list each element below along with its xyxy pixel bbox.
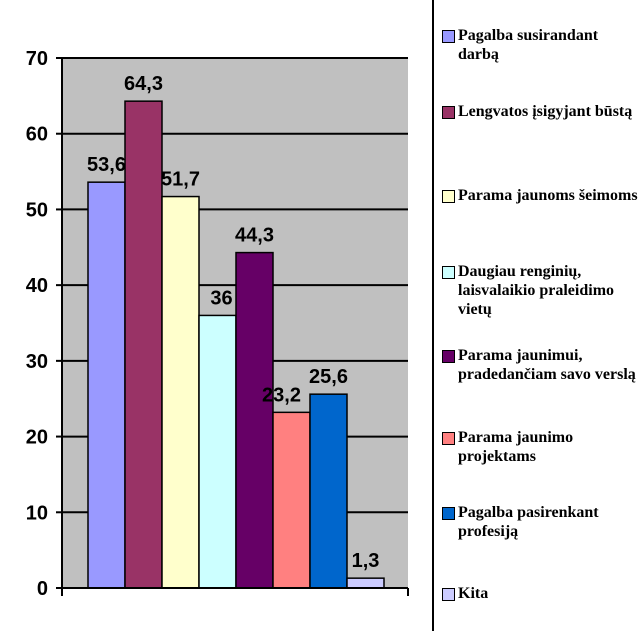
bar (124, 100, 163, 589)
data-labels: 53,6 64,3 51,7 36 44,3 23,2 25,6 1,3 (87, 73, 379, 572)
y-tick-label: 30 (26, 351, 48, 373)
legend-label: Parama jaunimui, pradedančiam savo versl… (458, 347, 636, 383)
data-label: 44,3 (235, 225, 274, 247)
legend-swatch (442, 190, 455, 203)
data-label: 36 (210, 287, 232, 309)
legend-label: Parama jaunimo projektams (458, 429, 574, 465)
legend-label: Kita (458, 585, 489, 602)
legend-item: Pagalba susirandant darbą (442, 26, 638, 64)
legend-label: Pagalba susirandant darbą (458, 27, 599, 63)
legend: Pagalba susirandant darbą Lengvatos įsigy… (432, 0, 640, 631)
y-tick-labels: 0 10 20 30 40 50 60 70 (26, 48, 48, 600)
axes (56, 57, 409, 596)
legend-swatch (442, 266, 455, 279)
data-label: 1,3 (352, 550, 380, 572)
legend-item: Daugiau renginių, laisvalaikio praleidim… (442, 262, 638, 319)
bar (161, 195, 200, 589)
legend-swatch (442, 30, 455, 43)
y-tick-label: 60 (26, 124, 48, 146)
y-tick-label: 10 (26, 502, 48, 524)
legend-swatch (442, 432, 455, 445)
data-label: 25,6 (309, 366, 348, 388)
y-tick-label: 0 (37, 578, 48, 600)
legend-item: Parama jaunimui, pradedančiam savo versl… (442, 346, 638, 384)
data-label: 51,7 (161, 169, 200, 191)
bar-chart: 0 10 20 30 40 50 60 70 53,6 64,3 51,7 36 44,3 23,2 25… (26, 48, 409, 600)
legend-item: Parama jaunoms šeimoms (442, 186, 638, 205)
legend-label: Pagalba pasirenkant profesiją (458, 504, 599, 540)
y-tick-label: 20 (26, 427, 48, 449)
data-label: 64,3 (124, 73, 163, 95)
legend-swatch (442, 507, 455, 520)
legend-swatch (442, 350, 455, 363)
legend-swatch (442, 106, 455, 119)
data-label: 53,6 (87, 154, 126, 176)
bar (235, 251, 274, 589)
bar (272, 411, 311, 589)
y-tick-label: 70 (26, 48, 48, 70)
legend-swatch (442, 588, 455, 601)
bar (346, 577, 385, 589)
bar (198, 314, 237, 589)
legend-item: Kita (442, 584, 638, 603)
data-label: 23,2 (262, 384, 301, 406)
legend-label: Parama jaunoms šeimoms (458, 187, 638, 204)
bar (87, 181, 126, 589)
y-tick-label: 50 (26, 199, 48, 221)
legend-item: Parama jaunimo projektams (442, 428, 638, 466)
legend-item: Lengvatos įsigyjant būstą (442, 102, 638, 121)
legend-label: Lengvatos įsigyjant būstą (458, 103, 633, 120)
legend-label: Daugiau renginių, laisvalaikio praleidim… (458, 263, 615, 318)
legend-item: Pagalba pasirenkant profesiją (442, 503, 638, 541)
bar (309, 393, 348, 589)
y-tick-label: 40 (26, 275, 48, 297)
